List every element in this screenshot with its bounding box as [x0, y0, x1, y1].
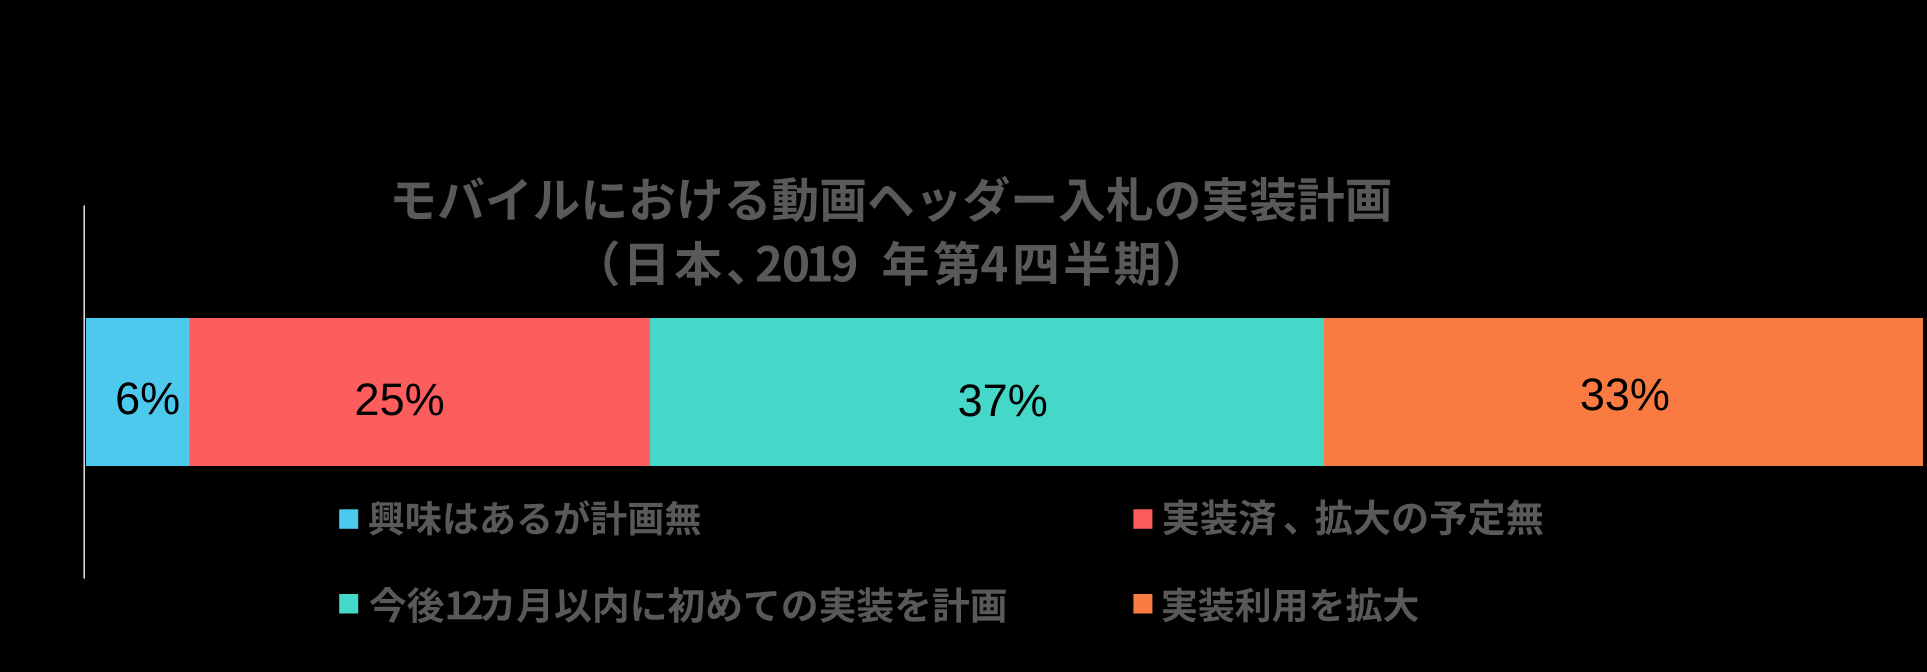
svg-text:37%: 37% — [958, 375, 1048, 426]
svg-text:25%: 25% — [355, 374, 445, 425]
svg-text:6%: 6% — [115, 373, 180, 424]
svg-text:33%: 33% — [1580, 369, 1670, 420]
